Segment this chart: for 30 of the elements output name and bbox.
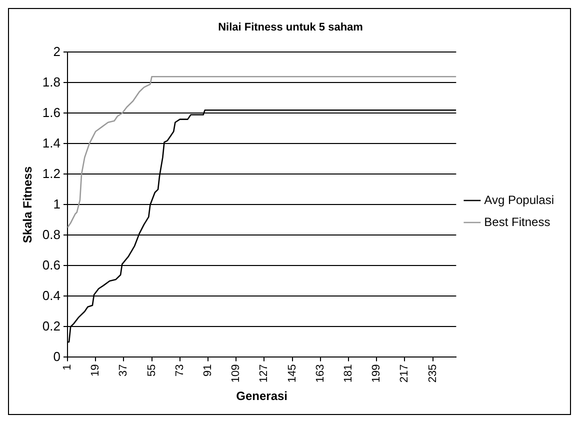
y-tick-label: 0.4: [42, 288, 60, 303]
x-tick-label: 109: [230, 364, 242, 383]
x-tick-label: 217: [398, 364, 411, 383]
y-tick-label: 1.6: [42, 104, 60, 120]
legend-label: Best Fitness: [484, 214, 550, 229]
x-axis-title: Generasi: [236, 389, 288, 404]
y-tick-label: 0.6: [42, 257, 60, 272]
y-tick-label: 2: [53, 44, 60, 59]
x-tick-label: 199: [370, 364, 383, 383]
y-tick-label: 1.8: [42, 74, 60, 90]
y-axis-title: Skala Fitness: [20, 166, 35, 244]
legend-label: Avg Populasi: [484, 192, 554, 207]
y-tick-label: 0.8: [42, 226, 60, 242]
chart-title: Nilai Fitness untuk 5 saham: [218, 22, 364, 34]
x-tick-label: 19: [90, 364, 102, 376]
x-tick-label: 73: [174, 364, 186, 376]
x-tick-label: 91: [202, 364, 214, 376]
x-tick-label: 1: [62, 364, 74, 370]
x-tick-label: 181: [342, 364, 354, 383]
y-tick-label: 0: [53, 348, 60, 364]
y-tick-label: 1.4: [42, 135, 60, 150]
x-tick-label: 145: [286, 364, 298, 383]
x-tick-label: 127: [258, 364, 270, 383]
x-tick-label: 37: [118, 364, 130, 376]
y-tick-label: 1.2: [42, 166, 60, 181]
y-tick-label: 1: [53, 196, 60, 212]
x-tick-label: 235: [426, 364, 439, 383]
x-tick-label: 55: [146, 364, 158, 376]
y-tick-label: 0.2: [42, 318, 60, 334]
x-tick-label: 163: [314, 364, 326, 383]
